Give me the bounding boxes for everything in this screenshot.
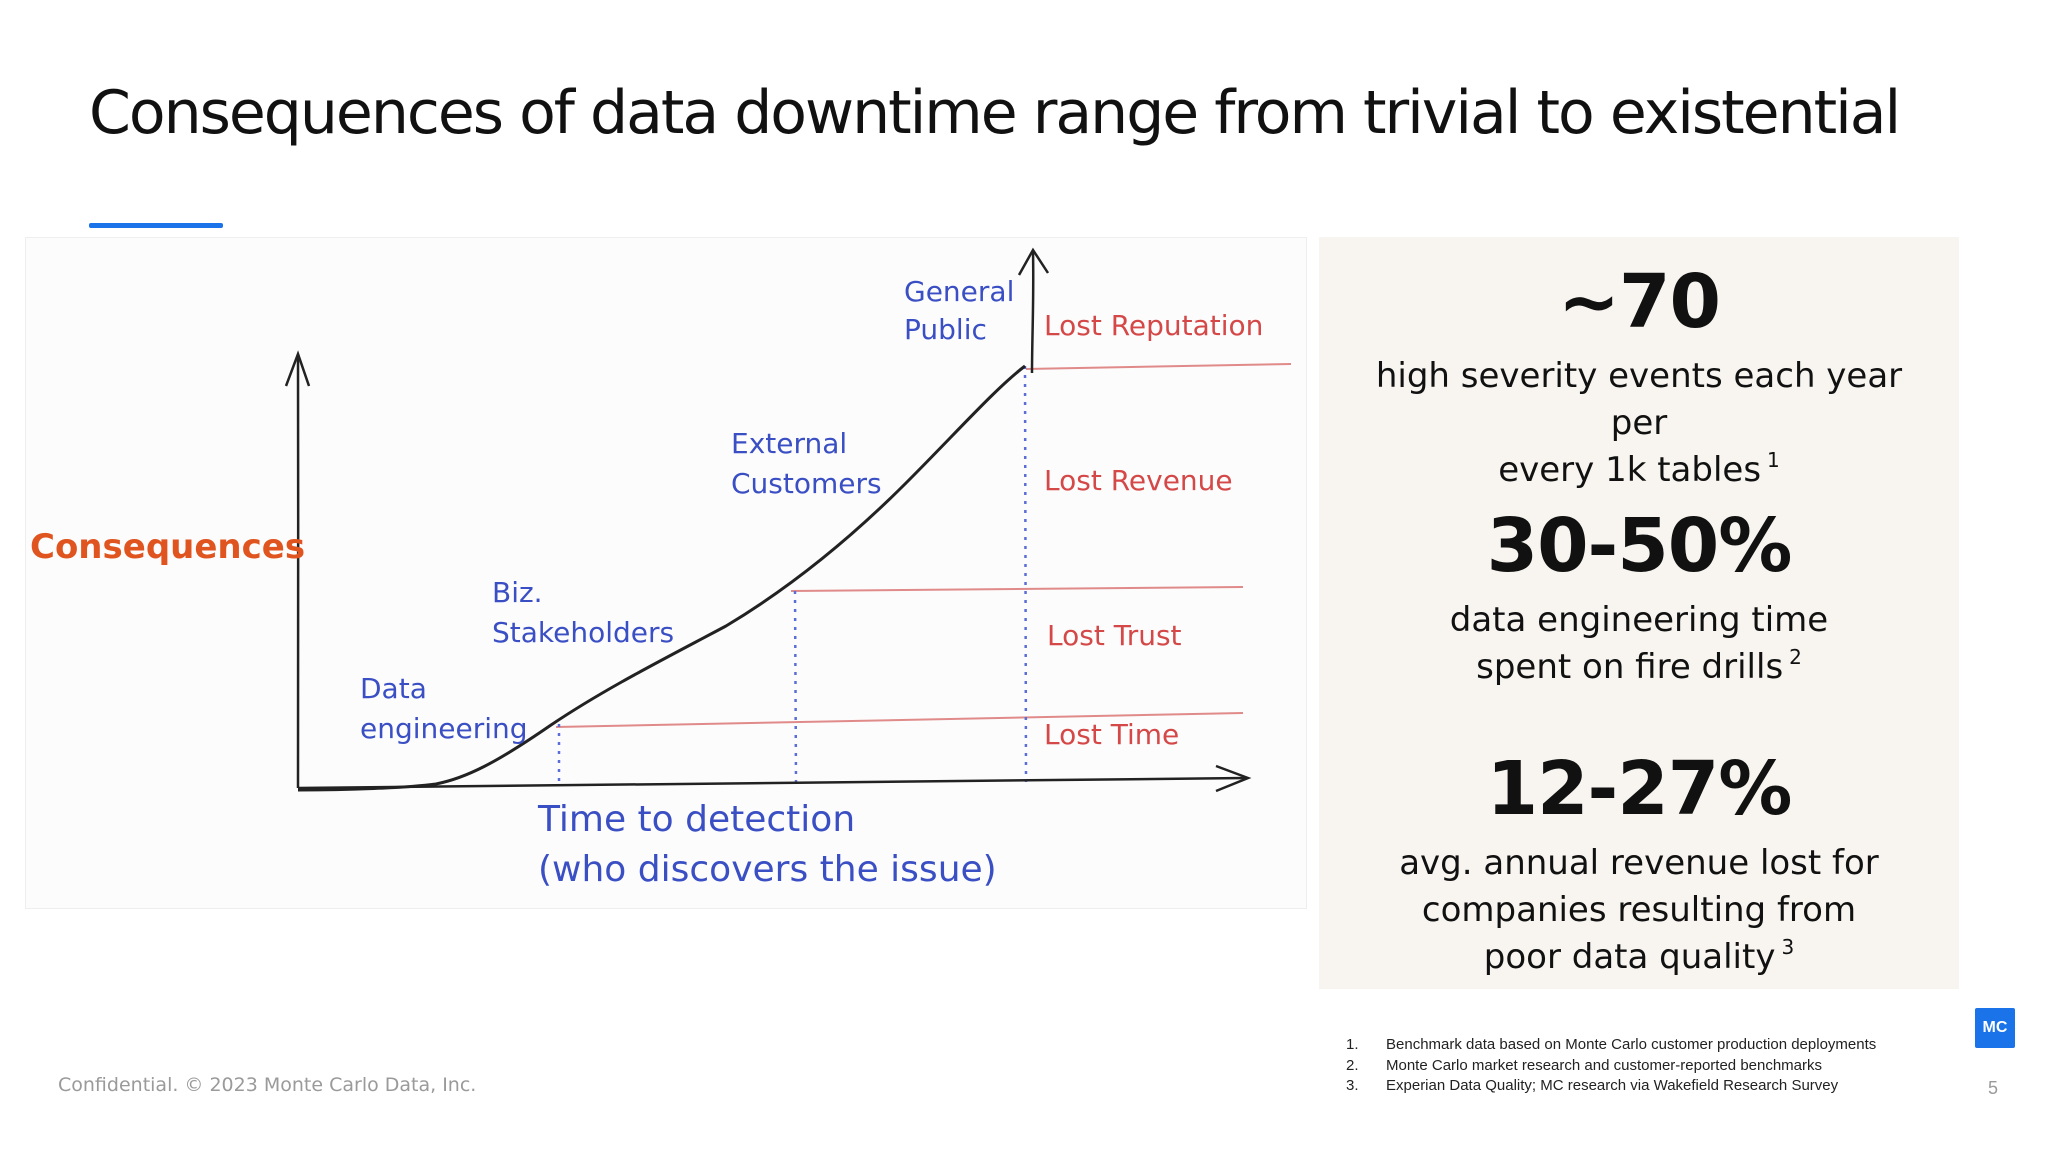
top-axis-arrow (1030, 251, 1035, 374)
footnote-item: 1. Benchmark data based on Monte Carlo c… (1346, 1035, 1986, 1056)
threshold-line-trust (790, 586, 1244, 592)
y-axis-arrowhead (284, 350, 311, 387)
top-axis-arrowhead (1017, 247, 1050, 276)
footnote-text: Benchmark data based on Monte Carlo cust… (1386, 1036, 1877, 1053)
diagram-canvas: Consequences Data engineering Biz. Stake… (30, 247, 1292, 890)
consequence-curve (297, 364, 1026, 792)
discoverer-data-engineering-line2: engineering (360, 712, 528, 745)
slide-title: Consequences of data downtime range from… (89, 78, 1901, 148)
x-axis-arrowhead (1215, 764, 1252, 793)
stat-description-line-with-ref: spent on fire drills 2 (1349, 644, 1929, 691)
consequence-lost-trust: Lost Trust (1047, 619, 1182, 652)
stat-description-line: avg. annual revenue lost for (1399, 843, 1879, 883)
stat-description-line: poor data quality (1483, 937, 1776, 977)
title-accent-bar (89, 223, 223, 228)
footnote-ref: 3 (1781, 935, 1795, 959)
stat-description: data engineering time spent on fire dril… (1319, 597, 1959, 691)
stat-description: avg. annual revenue lost for companies r… (1319, 840, 1959, 981)
stat-description-line: high severity events each year per (1375, 356, 1903, 443)
monte-carlo-logo: MC (1975, 1008, 2015, 1048)
stat-value: 12-27% (1486, 746, 1793, 832)
discoverer-data-engineering-line1: Data (360, 672, 427, 705)
y-axis-label: Consequences (30, 527, 305, 567)
consequences-diagram: Consequences Data engineering Biz. Stake… (25, 237, 1307, 909)
stat-description-line: every 1k tables (1498, 450, 1762, 490)
y-axis (296, 355, 300, 789)
stage-divider-2 (793, 590, 798, 783)
discoverer-general-public-line2: Public (904, 313, 987, 346)
footnotes: 1. Benchmark data based on Monte Carlo c… (1346, 1035, 1986, 1097)
stat-description-line: companies resulting from (1421, 890, 1857, 930)
stat-description-line: data engineering time (1449, 600, 1829, 640)
consequence-lost-time: Lost Time (1044, 718, 1179, 751)
discoverer-external-customers-line1: External (731, 427, 847, 460)
x-axis-label-line1: Time to detection (537, 799, 855, 840)
consequence-lost-reputation: Lost Reputation (1044, 309, 1263, 342)
footnote-number: 2. (1346, 1056, 1359, 1074)
page-number: 5 (1988, 1078, 1999, 1098)
stat-description-line: spent on fire drills (1476, 647, 1784, 687)
footnote-ref: 1 (1767, 448, 1780, 472)
stat-revenue-lost: 12-27% avg. annual revenue lost for comp… (1319, 752, 1959, 981)
confidential-notice: Confidential. © 2023 Monte Carlo Data, I… (58, 1074, 477, 1096)
discoverer-external-customers-line2: Customers (731, 467, 882, 500)
stat-value: 30-50% (1486, 503, 1793, 589)
stat-description-line-with-ref: poor data quality 3 (1349, 934, 1929, 981)
stat-high-severity-events: ~70 high severity events each year per e… (1319, 265, 1959, 494)
stat-value: ~70 (1558, 259, 1721, 345)
discoverer-biz-stakeholders-line1: Biz. (492, 576, 543, 609)
footnote-number: 3. (1346, 1077, 1359, 1094)
stage-divider-3 (1023, 365, 1028, 783)
threshold-line-time (555, 712, 1244, 728)
footnote-ref: 2 (1789, 645, 1802, 669)
footnote-text: Experian Data Quality; MC research via W… (1386, 1077, 1839, 1094)
footnote-text: Monte Carlo market research and customer… (1386, 1056, 1823, 1074)
stat-engineering-time: 30-50% data engineering time spent on fi… (1319, 509, 1959, 691)
x-axis-label-line2: (who discovers the issue) (538, 849, 997, 890)
stats-panel: ~70 high severity events each year per e… (1319, 237, 1959, 989)
footnote-number: 1. (1346, 1036, 1359, 1053)
stat-description-line-with-ref: every 1k tables 1 (1349, 447, 1929, 494)
consequence-lost-revenue: Lost Revenue (1044, 464, 1233, 497)
footnote-item: 3. Experian Data Quality; MC research vi… (1346, 1076, 1986, 1097)
footnote-item: 2. Monte Carlo market research and custo… (1346, 1056, 1986, 1077)
threshold-line-reputation (1025, 363, 1292, 370)
stat-description: high severity events each year per every… (1319, 353, 1959, 494)
discoverer-biz-stakeholders-line2: Stakeholders (492, 616, 674, 649)
discoverer-general-public-line1: General (904, 275, 1014, 308)
